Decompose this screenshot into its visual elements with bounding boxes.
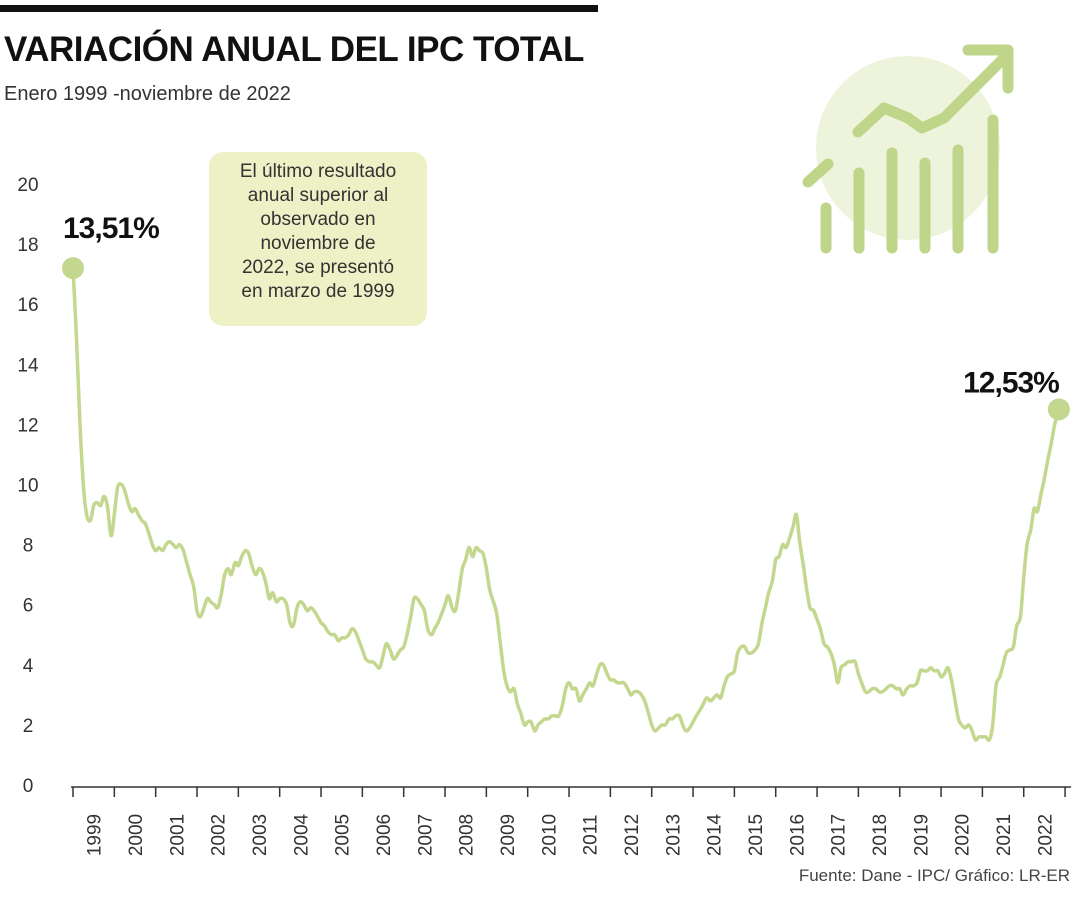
note-line: observado en [260,209,376,230]
x-tick-label: 2014 [705,813,726,856]
icon-trend-line [852,54,1008,138]
x-tick-label: 2006 [374,814,395,856]
x-tick-label: 2004 [291,813,312,856]
callout-start-value: 13,51% [63,212,159,245]
data-point-marker [1047,398,1070,421]
x-tick-label: 2018 [870,814,891,856]
series-line-ipc [71,266,1061,743]
y-axis: 0 2 4 6 8 10 12 14 16 18 20 [17,175,39,797]
icon-trend-line [802,158,834,188]
source-credit: Fuente: Dane - IPC/ Gráfico: LR-ER [798,866,1070,885]
y-tick-label: 12 [17,415,38,436]
x-tick-label: 2010 [539,814,560,856]
x-tick-label: 2021 [994,814,1015,856]
chart-title: VARIACIÓN ANUAL DEL IPC TOTAL [4,30,584,69]
x-tick-label: 2013 [663,814,684,856]
note-line: El último resultado [239,161,397,182]
y-tick-label: 6 [23,596,34,617]
y-tick-label: 20 [17,175,38,196]
note-line: noviembre de [260,233,376,254]
x-tick-label: 2001 [167,814,188,856]
top-rule [0,5,598,12]
trend-arrow-icon [802,44,1014,254]
x-tick-label: 2002 [209,814,230,856]
x-tick-label: 2022 [1035,814,1056,856]
x-axis: 1999 2000 2001 2002 2003 2004 2005 2006 2007 2008… [71,786,1071,856]
y-tick-label: 18 [17,235,38,256]
y-tick-label: 2 [23,716,34,737]
callout-end-value: 12,53% [963,366,1059,399]
y-tick-label: 0 [23,776,34,797]
x-tick-label: 2000 [126,814,147,856]
chart-subtitle: Enero 1999 -noviembre de 2022 [4,83,291,105]
data-point-marker [62,257,84,280]
x-tick-label: 2015 [746,814,767,856]
x-tick-label: 2012 [622,814,643,856]
x-tick-label: 2017 [829,814,850,856]
y-tick-label: 4 [23,656,34,677]
note-line: en marzo de 1999 [241,281,395,302]
x-tick-label: 2009 [498,814,519,856]
x-tick-label: 2016 [787,814,808,856]
x-tick-label: 2020 [953,814,974,856]
y-tick-label: 10 [17,476,38,497]
x-tick-label: 1999 [85,814,106,856]
icon-arrow-head [962,44,1014,94]
note-line: 2022, se presentó [241,257,395,278]
annotation-note-box: El último resultado anual superior al ob… [209,152,427,326]
y-tick-label: 16 [17,295,38,316]
y-tick-label: 14 [17,355,39,376]
series-markers: 13,51% 12,53% [62,212,1070,421]
x-tick-label: 2007 [415,814,436,856]
note-line: anual superior al [247,185,389,206]
x-tick-label: 2008 [457,814,478,856]
x-tick-label: 2011 [581,815,602,856]
y-tick-label: 8 [23,536,34,557]
x-tick-label: 2003 [250,814,271,856]
x-tick-label: 2019 [911,814,932,856]
x-tick-label: 2005 [333,814,354,856]
